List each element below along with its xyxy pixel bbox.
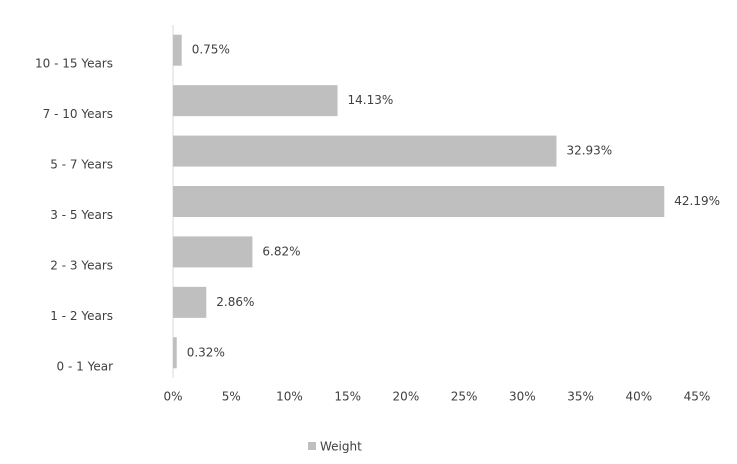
value-label: 2.86% xyxy=(216,295,254,309)
bar xyxy=(173,34,182,66)
bar xyxy=(173,85,338,117)
x-tick-label: 40% xyxy=(625,390,652,404)
bar xyxy=(173,186,665,217)
x-tick-label: 30% xyxy=(509,390,536,404)
value-label: 32.93% xyxy=(566,144,612,158)
y-tick-label: 3 - 5 Years xyxy=(50,208,113,222)
y-tick-label: 5 - 7 Years xyxy=(50,158,113,172)
legend-label: Weight xyxy=(320,440,362,454)
bar xyxy=(173,135,557,167)
y-tick-label: 10 - 15 Years xyxy=(35,57,113,71)
bar xyxy=(173,236,253,268)
y-tick-label: 1 - 2 Years xyxy=(50,309,113,323)
bar xyxy=(173,286,207,318)
y-tick-label: 0 - 1 Year xyxy=(57,359,114,373)
x-tick-label: 20% xyxy=(393,390,420,404)
x-tick-label: 25% xyxy=(451,390,478,404)
value-label: 0.75% xyxy=(192,43,230,57)
x-tick-label: 10% xyxy=(276,390,303,404)
x-tick-label: 45% xyxy=(684,390,711,404)
value-label: 6.82% xyxy=(262,244,300,258)
y-tick-label: 2 - 3 Years xyxy=(50,258,113,272)
value-label: 14.13% xyxy=(348,93,394,107)
x-tick-label: 0% xyxy=(163,390,182,404)
bar xyxy=(173,337,177,369)
y-tick-label: 7 - 10 Years xyxy=(43,107,113,121)
legend-swatch xyxy=(308,442,316,450)
x-tick-label: 5% xyxy=(222,390,241,404)
value-label: 42.19% xyxy=(674,194,720,208)
x-tick-label: 15% xyxy=(334,390,361,404)
x-tick-label: 35% xyxy=(567,390,594,404)
value-label: 0.32% xyxy=(187,345,225,359)
